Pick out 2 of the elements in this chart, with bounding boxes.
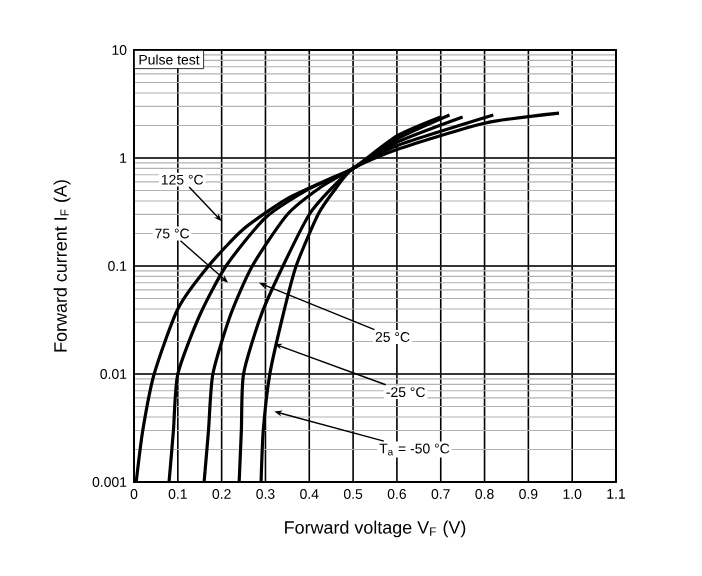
y-axis-title: Forward current I$_{F}$ (A) xyxy=(53,180,71,352)
x-axis-title: Forward voltage V$_{F}$ (V) xyxy=(285,520,466,538)
